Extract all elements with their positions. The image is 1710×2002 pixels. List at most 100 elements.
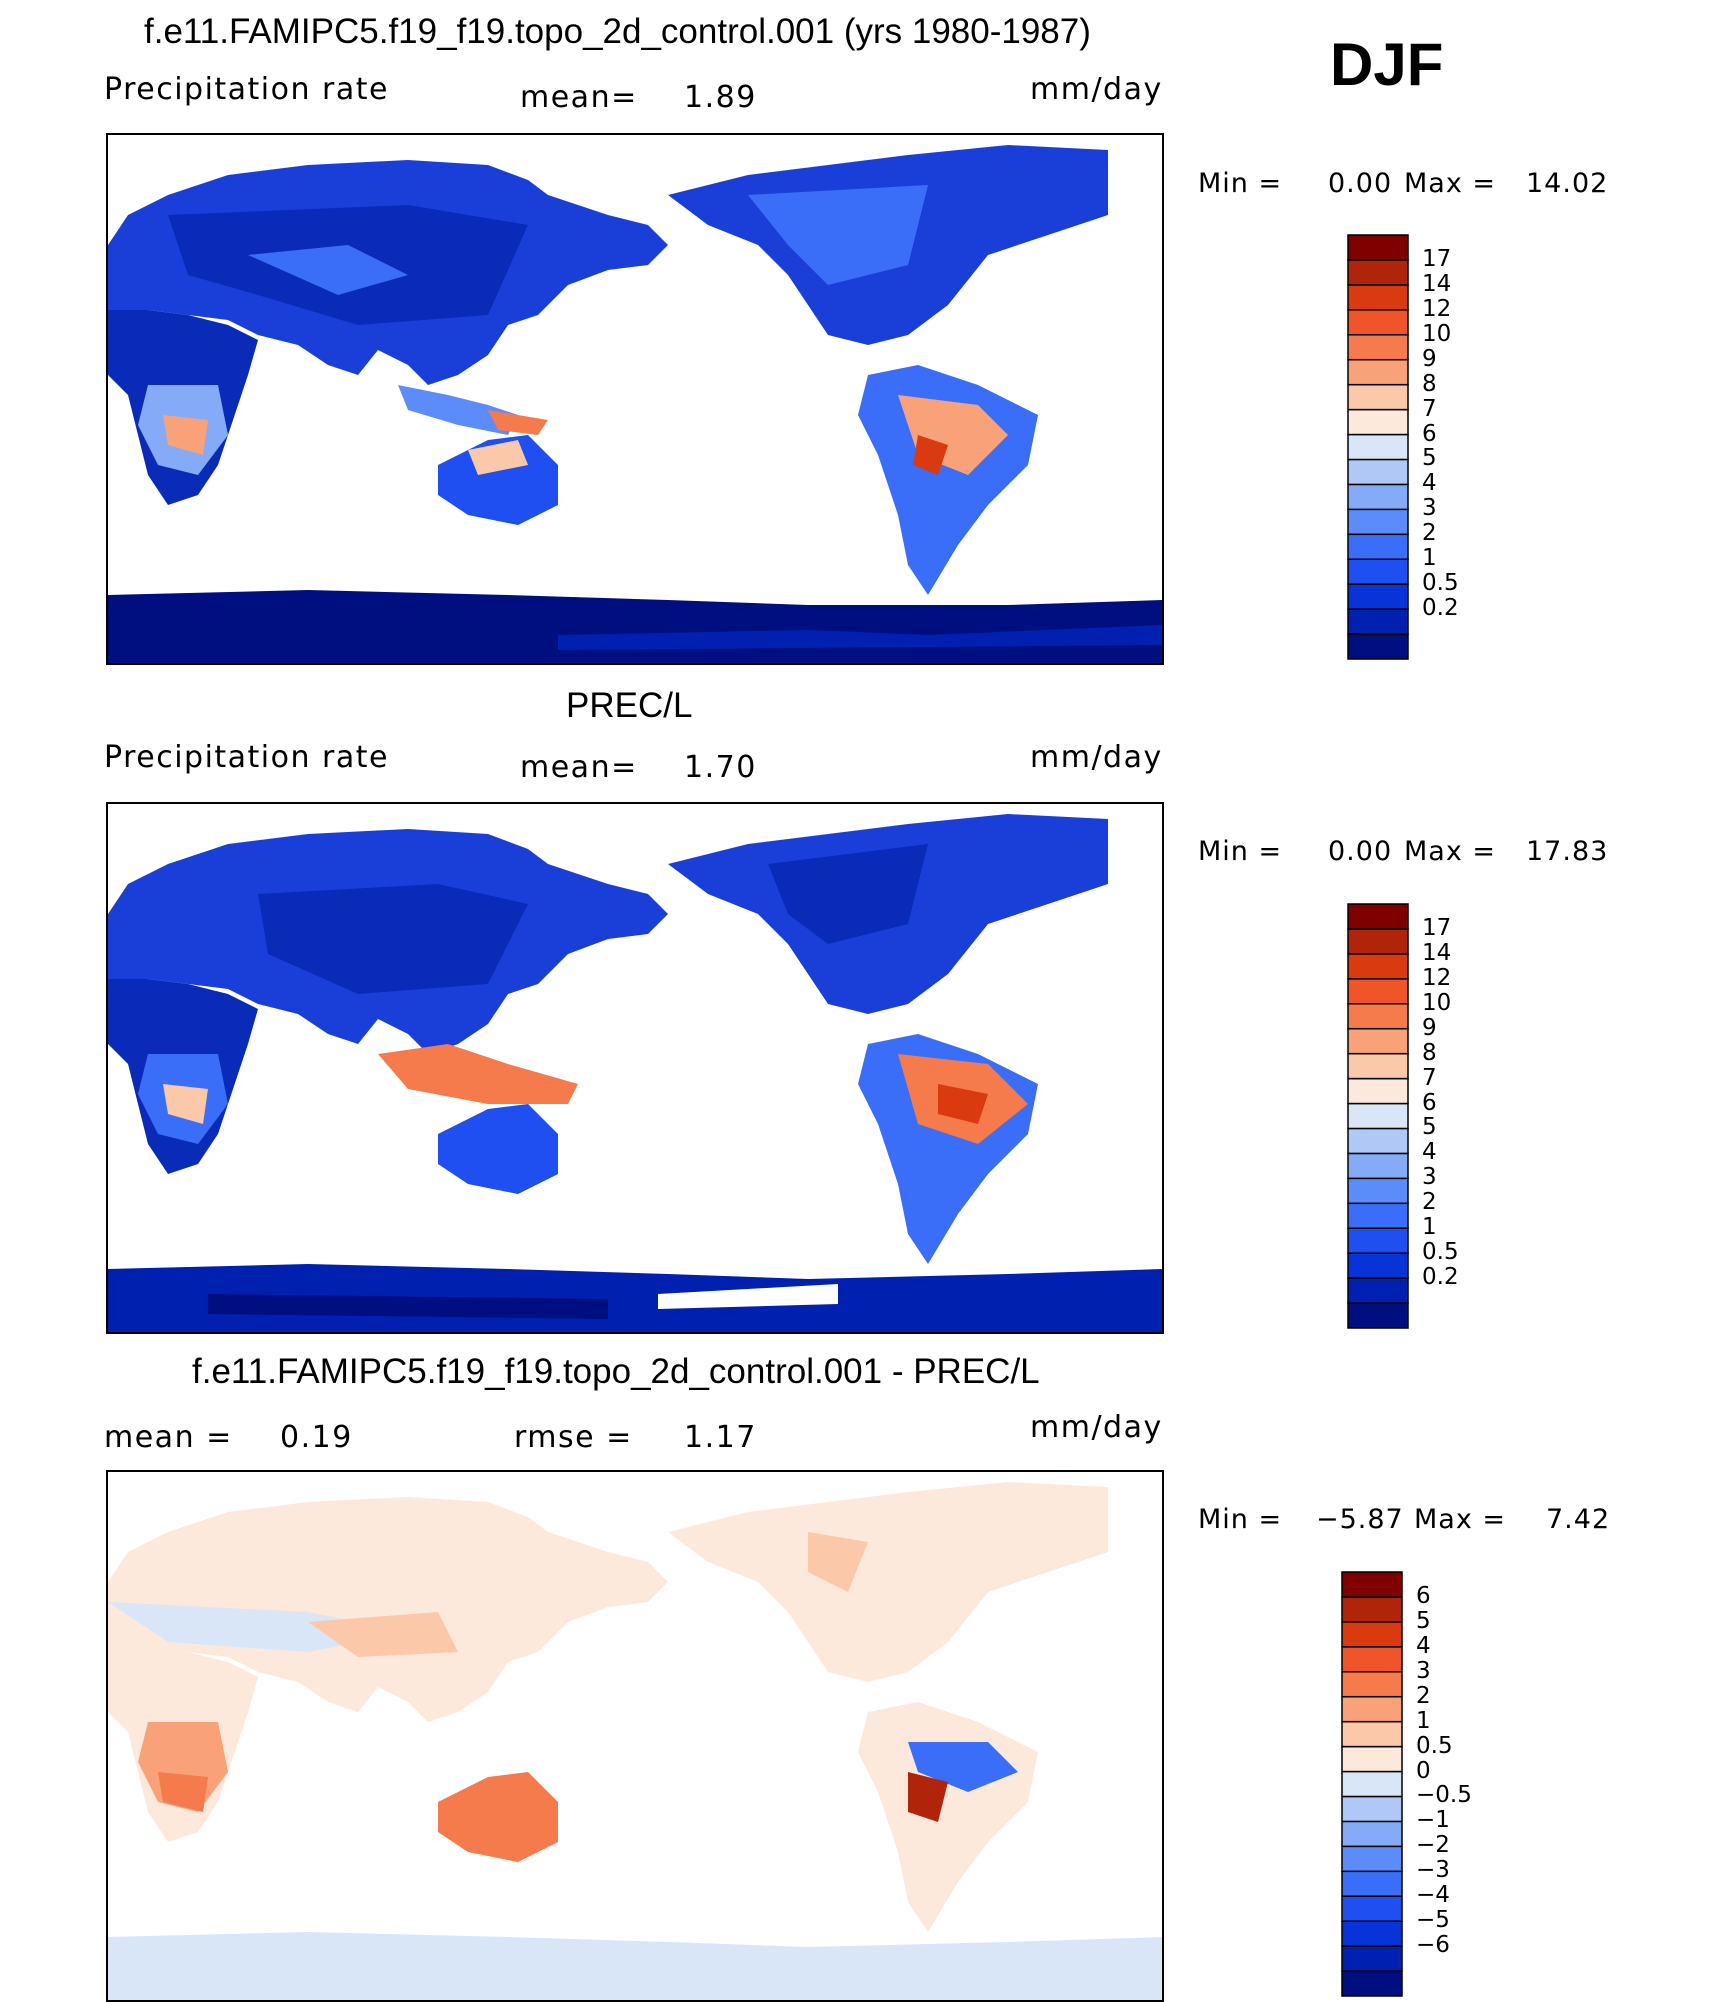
panel2-mean-label: mean= bbox=[520, 750, 638, 785]
colorbar-2-tick-label: 10 bbox=[1422, 989, 1452, 1016]
colorbar-3-swatch-2 bbox=[1341, 1920, 1403, 1947]
colorbar-3-tick-label: 0.5 bbox=[1416, 1732, 1453, 1759]
panel3-max-value: 7.42 bbox=[1546, 1504, 1611, 1535]
colorbar-2-swatch-14 bbox=[1347, 953, 1409, 980]
colorbar-2-swatch-4 bbox=[1347, 1202, 1409, 1229]
panel1-units: mm/day bbox=[1030, 72, 1163, 107]
colorbar-3-tick-label: −5 bbox=[1416, 1907, 1450, 1934]
panel3-map bbox=[106, 1470, 1164, 2002]
colorbar-1-swatch-5 bbox=[1347, 508, 1409, 536]
colorbar-2-tick-label: 8 bbox=[1422, 1039, 1437, 1066]
panel1-max-value: 14.02 bbox=[1526, 168, 1609, 199]
colorbar-3-swatch-8 bbox=[1341, 1770, 1403, 1798]
colorbar-2-tick-label: 5 bbox=[1422, 1114, 1437, 1141]
colorbar-3-swatch-15 bbox=[1341, 1596, 1403, 1623]
colorbar-3-swatch-7 bbox=[1341, 1795, 1403, 1823]
colorbar-2-swatch-5 bbox=[1347, 1177, 1409, 1205]
colorbar-1-swatch-3 bbox=[1347, 558, 1409, 585]
colorbar-3-tick-label: −6 bbox=[1416, 1932, 1450, 1959]
colorbar-1-swatch-2 bbox=[1347, 583, 1409, 610]
colorbar-1-tick-label: 14 bbox=[1422, 270, 1452, 297]
colorbar-2-tick-label: 14 bbox=[1422, 939, 1452, 966]
colorbar-1-swatch-1 bbox=[1347, 608, 1409, 635]
colorbar-3-tick-label: 3 bbox=[1416, 1657, 1431, 1684]
colorbar-3-tick-label: −1 bbox=[1416, 1807, 1450, 1834]
colorbar-2-swatch-12 bbox=[1347, 1003, 1409, 1030]
colorbar-3-swatch-14 bbox=[1341, 1621, 1403, 1648]
colorbar-3-swatch-1 bbox=[1341, 1945, 1403, 1972]
colorbar-1-swatch-13 bbox=[1347, 309, 1409, 336]
colorbar-3-swatch-16 bbox=[1341, 1571, 1403, 1598]
colorbar-1-tick-label: 9 bbox=[1422, 345, 1437, 372]
colorbar-3-swatch-5 bbox=[1341, 1845, 1403, 1873]
colorbar-3-tick-label: 0 bbox=[1416, 1757, 1431, 1784]
panel1-land bbox=[108, 145, 1162, 663]
colorbar-1-tick-label: 8 bbox=[1422, 370, 1437, 397]
colorbar-1-swatch-16 bbox=[1347, 234, 1409, 261]
colorbar-2-swatch-10 bbox=[1347, 1052, 1409, 1080]
panel3-mean-label: mean = bbox=[104, 1420, 233, 1455]
colorbar-3-swatch-3 bbox=[1341, 1895, 1403, 1922]
colorbar-3-swatch-11 bbox=[1341, 1695, 1403, 1723]
panel1-variable: Precipitation rate bbox=[104, 72, 389, 107]
panel1-map bbox=[106, 133, 1164, 665]
colorbar-2-tick-label: 4 bbox=[1422, 1139, 1437, 1166]
colorbar-2-swatch-7 bbox=[1347, 1127, 1409, 1155]
colorbar-1-swatch-12 bbox=[1347, 334, 1409, 361]
colorbar-2-swatch-8 bbox=[1347, 1102, 1409, 1130]
colorbar-3-tick-label: 2 bbox=[1416, 1682, 1431, 1709]
colorbar-2-tick-label: 7 bbox=[1422, 1064, 1437, 1091]
panel2-map-svg bbox=[108, 814, 1162, 1332]
panel3-min-label: Min = bbox=[1198, 1504, 1283, 1535]
colorbar-1-swatch-8 bbox=[1347, 433, 1409, 461]
panel2-map bbox=[106, 802, 1164, 1334]
colorbar-3-tick-label: −4 bbox=[1416, 1882, 1450, 1909]
colorbar-2-tick-label: 3 bbox=[1422, 1164, 1437, 1191]
panel3-units: mm/day bbox=[1030, 1410, 1163, 1445]
colorbar-2-swatch-3 bbox=[1347, 1227, 1409, 1254]
colorbar-2-tick-label: 0.5 bbox=[1422, 1239, 1459, 1266]
colorbar-2-tick-label: 17 bbox=[1422, 914, 1452, 941]
panel3-colorbar bbox=[1341, 1571, 1403, 1997]
colorbar-1-tick-label: 4 bbox=[1422, 470, 1437, 497]
colorbar-3-tick-label: 5 bbox=[1416, 1607, 1431, 1634]
colorbar-3-tick-label: −0.5 bbox=[1416, 1782, 1472, 1809]
colorbar-3-swatch-13 bbox=[1341, 1646, 1403, 1673]
colorbar-2-swatch-0 bbox=[1347, 1302, 1409, 1329]
colorbar-2-swatch-6 bbox=[1347, 1152, 1409, 1180]
colorbar-2-tick-label: 2 bbox=[1422, 1189, 1437, 1216]
colorbar-2-tick-label: 1 bbox=[1422, 1214, 1437, 1241]
colorbar-1-swatch-9 bbox=[1347, 408, 1409, 436]
colorbar-3-tick-label: 6 bbox=[1416, 1582, 1431, 1609]
colorbar-3-swatch-9 bbox=[1341, 1745, 1403, 1773]
colorbar-1-tick-label: 1 bbox=[1422, 545, 1437, 572]
colorbar-3-tick-label: 1 bbox=[1416, 1707, 1431, 1734]
colorbar-2-swatch-9 bbox=[1347, 1077, 1409, 1105]
colorbar-1-swatch-11 bbox=[1347, 358, 1409, 386]
colorbar-1-swatch-6 bbox=[1347, 483, 1409, 511]
colorbar-3-tick-label: 4 bbox=[1416, 1632, 1431, 1659]
colorbar-1-tick-label: 2 bbox=[1422, 520, 1437, 547]
colorbar-1-tick-label: 3 bbox=[1422, 495, 1437, 522]
panel1-min-value: 0.00 bbox=[1328, 168, 1393, 199]
colorbar-2-swatch-2 bbox=[1347, 1252, 1409, 1279]
panel2-variable: Precipitation rate bbox=[104, 740, 389, 775]
colorbar-1-tick-label: 6 bbox=[1422, 420, 1437, 447]
panel1-max-label: Max = bbox=[1404, 168, 1497, 199]
colorbar-1-swatch-10 bbox=[1347, 383, 1409, 411]
panel3-land bbox=[108, 1482, 1162, 2000]
panel2-max-label: Max = bbox=[1404, 836, 1497, 867]
colorbar-3-tick-label: −3 bbox=[1416, 1857, 1450, 1884]
colorbar-1-tick-label: 0.5 bbox=[1422, 570, 1459, 597]
panel3-title: f.e11.FAMIPC5.f19_f19.topo_2d_control.00… bbox=[192, 1352, 1040, 1391]
colorbar-3-tick-label: −2 bbox=[1416, 1832, 1450, 1859]
panel2-units: mm/day bbox=[1030, 740, 1163, 775]
colorbar-3-swatch-10 bbox=[1341, 1720, 1403, 1748]
panel2-min-value: 0.00 bbox=[1328, 836, 1393, 867]
panel3-mean-value: 0.19 bbox=[280, 1420, 353, 1455]
panel2-min-label: Min = bbox=[1198, 836, 1283, 867]
colorbar-1-swatch-4 bbox=[1347, 533, 1409, 560]
colorbar-1-tick-label: 17 bbox=[1422, 245, 1452, 272]
panel3-min-value: −5.87 bbox=[1316, 1504, 1404, 1535]
season-label: DJF bbox=[1330, 31, 1444, 98]
